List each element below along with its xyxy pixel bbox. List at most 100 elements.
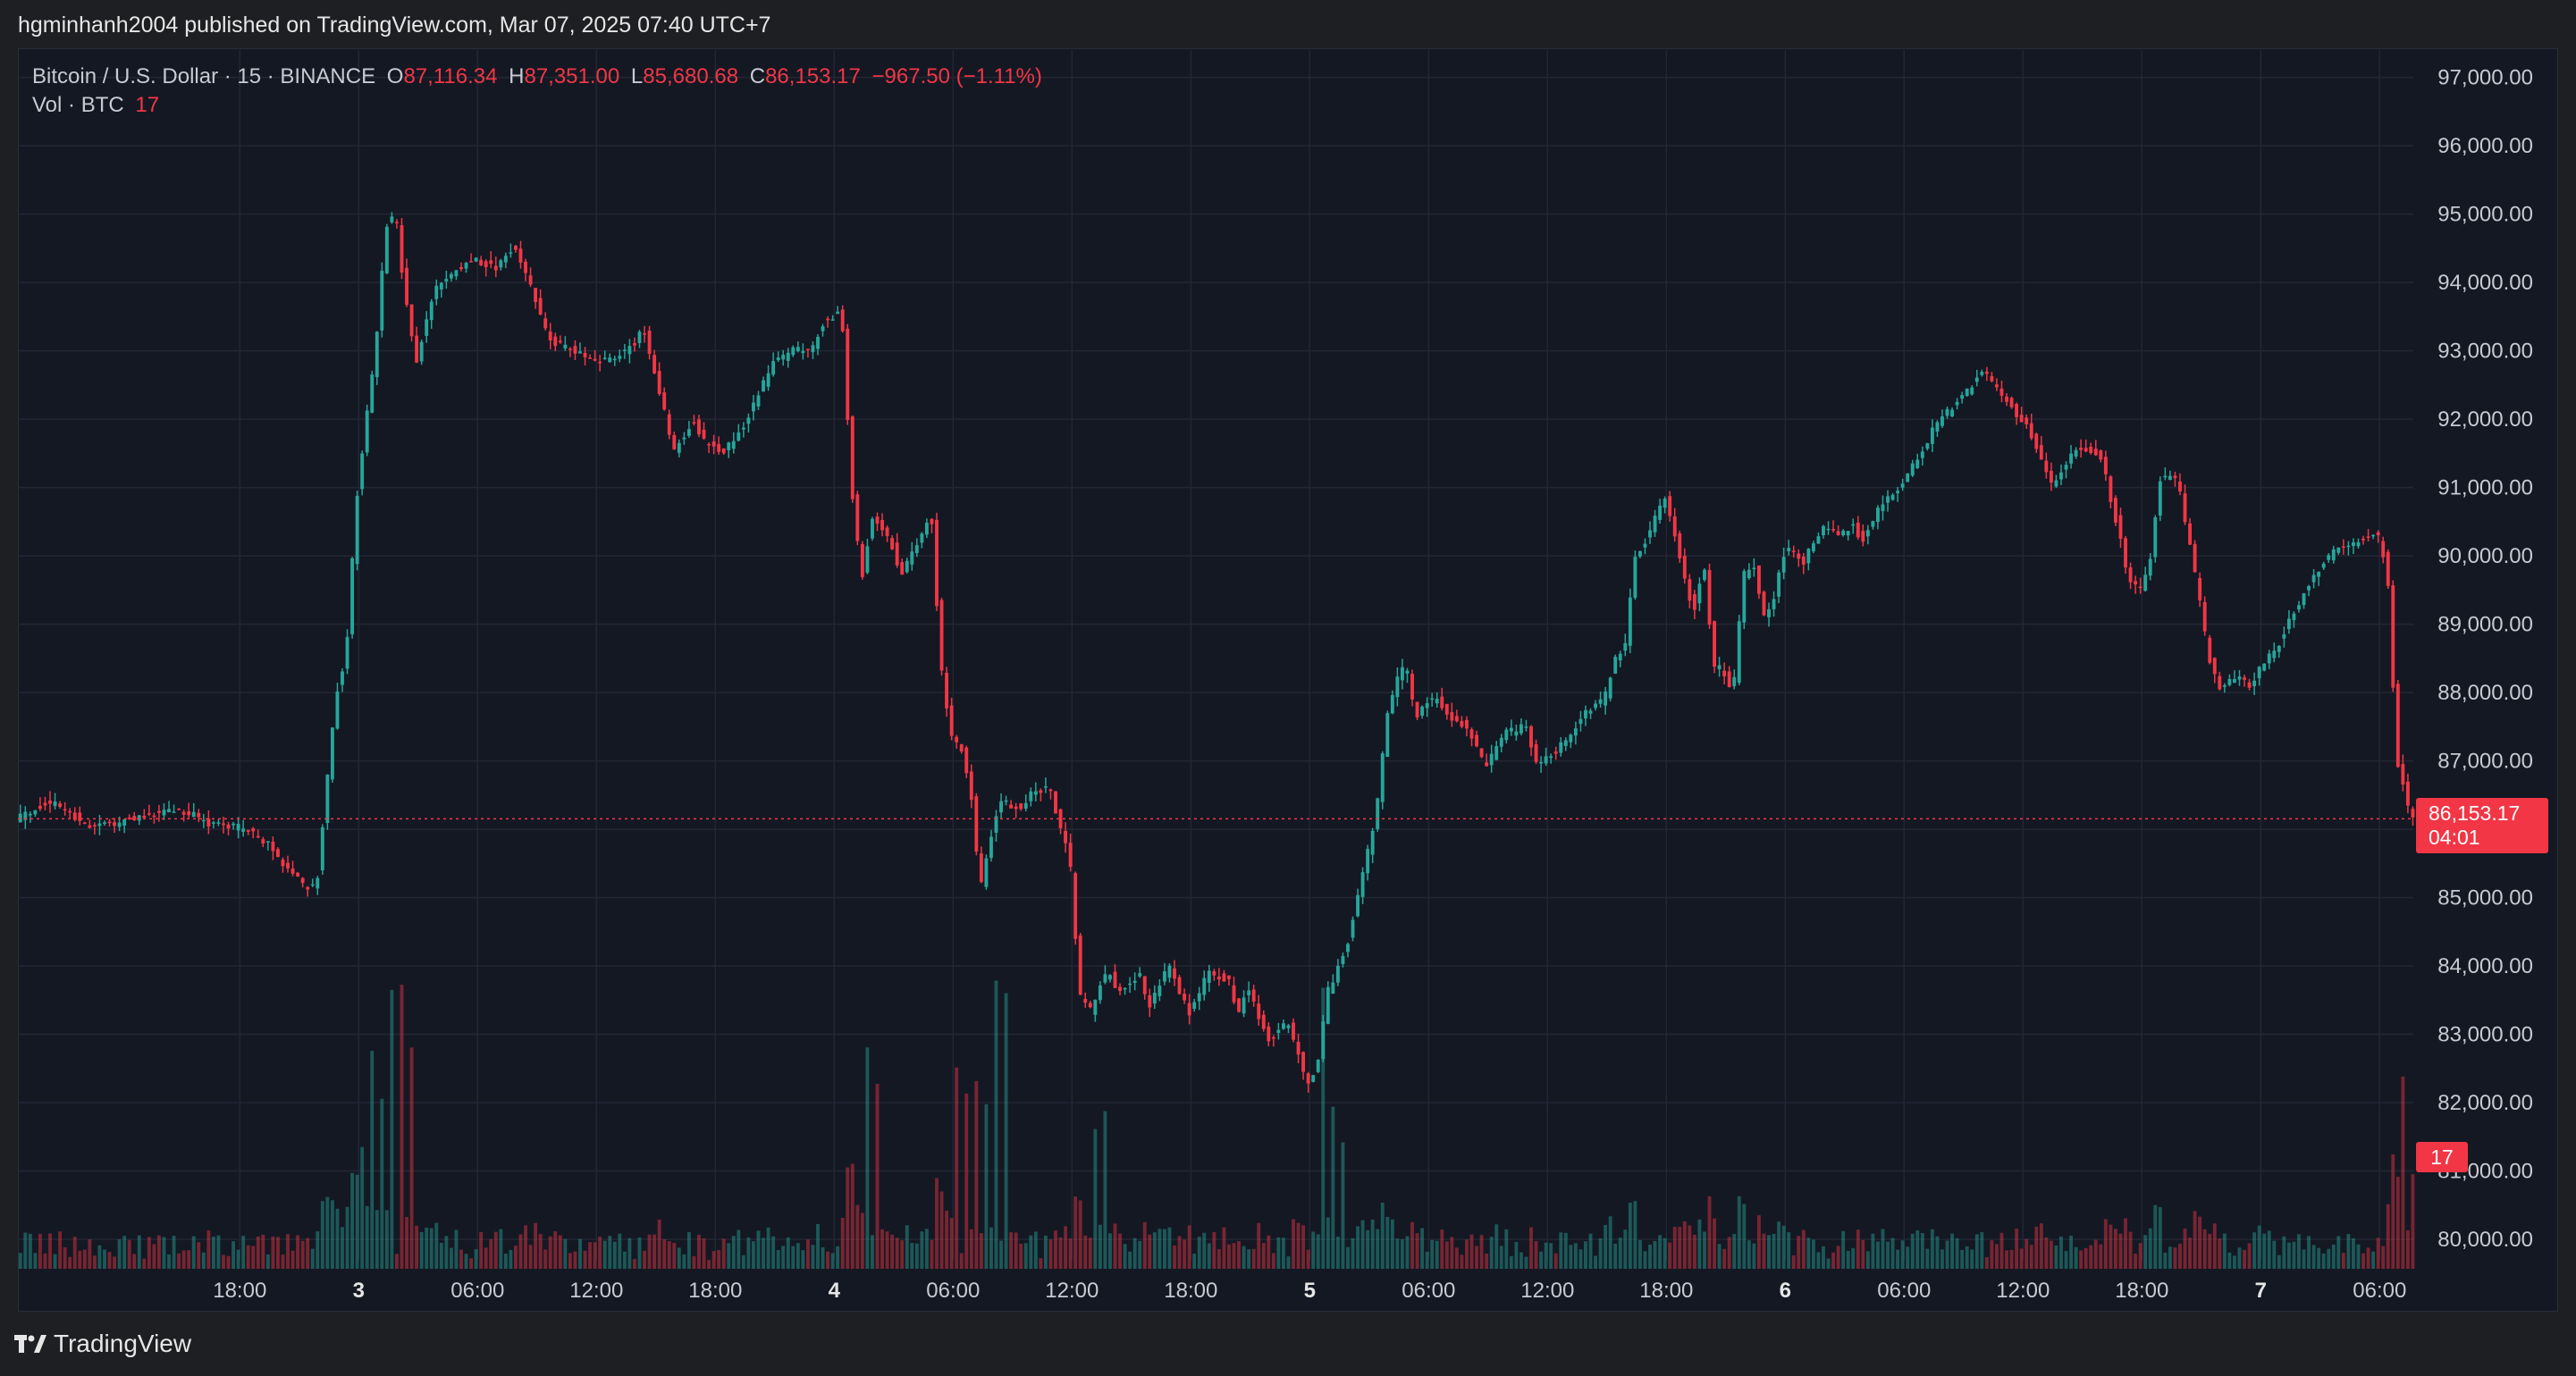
volume-bar [355,1174,359,1269]
candle-body [201,819,206,822]
candle-body [588,357,593,359]
candle-body [1925,443,1930,449]
candle-body [677,442,681,453]
candle-body [2218,675,2222,690]
candle-body [2282,633,2286,639]
candle-body [290,868,295,874]
candle-body [82,822,87,825]
volume-bar [2202,1229,2207,1269]
candle-body [1390,694,1394,714]
volume-bar [1207,1243,1211,1269]
volume-bar [1910,1233,1915,1269]
candle-body [1994,384,1999,388]
time-axis[interactable]: 18:00 3 06:00 12:00 18:00 4 06:00 12:00 18:00 5 06… [213,1279,2406,1303]
candle-body [415,335,419,363]
candle-body [1430,698,1435,701]
volume-bar [375,1210,379,1269]
volume-bar [2208,1233,2212,1269]
volume-bar [959,1253,964,1269]
candle-body [930,518,934,524]
volume-bar [107,1252,112,1269]
candle-body [320,826,324,871]
footer-brand[interactable]: TradingView [14,1330,191,1358]
volume-bar [2064,1251,2068,1269]
candle-body [1920,451,1924,458]
symbol-title[interactable]: Bitcoin / U.S. Dollar · 15 · BINANCE [32,64,376,88]
candle-body [1242,997,1246,1014]
candle-body [484,261,488,268]
candle-body [1093,999,1098,1015]
candle-body [2311,575,2316,583]
candle-body [1326,986,1330,1024]
volume-bar [1707,1196,1712,1269]
volume-bar [1569,1245,1573,1269]
candle-body [2346,545,2351,548]
candle-body [1970,387,1974,395]
candle-body [1479,748,1484,758]
candle-body [197,812,201,818]
volume-bar [602,1240,607,1269]
candle-body [33,810,38,815]
time-tick-label: 12:00 [1996,1279,2050,1303]
candle-body [1816,536,1821,544]
volume-bar [2282,1236,2286,1269]
candle-body [1103,974,1107,983]
candle-body [1400,667,1404,681]
candle-body [2015,404,2019,417]
volume-bar [1955,1238,1959,1269]
volume-bar [762,1238,765,1269]
candle-body [994,816,998,833]
volume-bar [1271,1253,1275,1269]
volume-bar [1653,1240,1657,1269]
candle-body [1033,791,1038,795]
volume-bar [2183,1228,2187,1269]
volume-bar [1722,1248,1727,1269]
volume-bar [999,1240,1003,1269]
candle-body [1945,408,1949,416]
candle-body [1826,528,1831,531]
volume-bar [1073,1196,1078,1269]
candle-body [1822,525,1825,536]
volume-bar [964,1093,969,1269]
price-tick-label: 97,000.00 [2437,66,2533,90]
volume-bar [608,1236,612,1269]
volume-bar [2336,1236,2341,1269]
candle-body [1108,975,1112,980]
high-value: 87,351.00 [524,64,620,88]
candle-body [2079,447,2084,450]
change-value: −967.50 (−1.11%) [871,64,1042,88]
volume-bar [18,1253,22,1269]
candle-body [1489,753,1494,766]
volume-label[interactable]: Vol · BTC [32,93,124,117]
time-tick-label: 18:00 [688,1279,742,1303]
price-axis[interactable]: 97,000.00 96,000.00 95,000.00 94,000.00 93,0… [2437,66,2533,1252]
candle-body [627,346,632,355]
volume-bar [1682,1221,1687,1269]
candle-body [880,519,884,531]
candle-body [924,523,929,535]
candle-body [830,319,835,321]
candle-body [771,361,776,375]
time-tick-label: 18:00 [213,1279,266,1303]
candle-body [43,802,47,806]
volume-bar [1781,1225,1786,1269]
close-value: 86,153.17 [765,64,861,88]
candle-body [1152,993,1157,1004]
volume-bar [955,1067,959,1269]
candle-body [1207,970,1211,983]
candle-body [489,260,493,264]
candle-body [1286,1025,1291,1028]
volume-bar [1058,1237,1063,1269]
chart-frame[interactable] [18,48,2558,1312]
volume-bar [830,1253,835,1269]
volume-bar [1242,1246,1246,1269]
volume-bar [1247,1249,1251,1269]
volume-bar [1806,1238,1811,1269]
volume-bar [113,1256,117,1269]
volume-bar [657,1219,661,1269]
candle-body [2198,577,2202,600]
volume-bar [746,1237,751,1269]
candle-body [1717,665,1722,670]
time-tick-label: 06:00 [1402,1279,1455,1303]
